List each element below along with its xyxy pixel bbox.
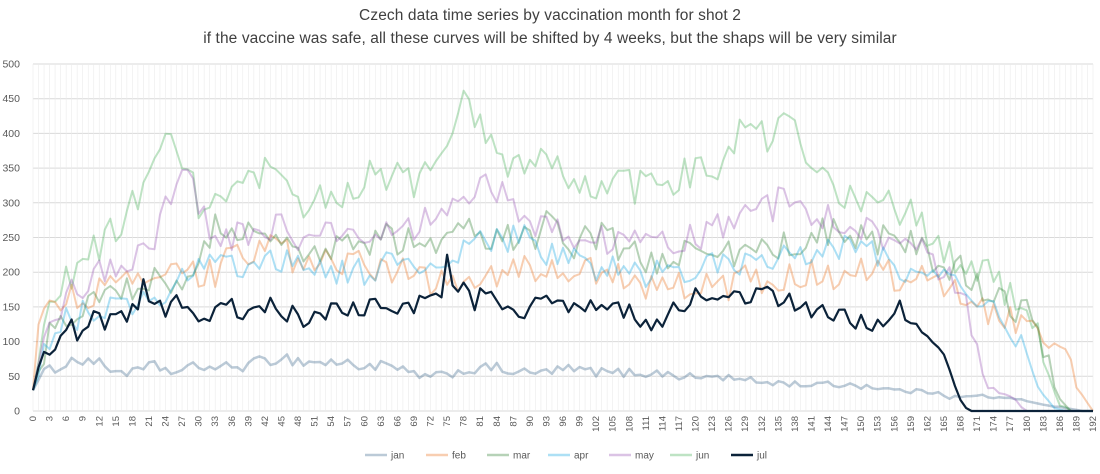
x-tick-label: 153 — [873, 416, 884, 432]
x-tick-label: 114 — [657, 416, 668, 431]
x-tick-label: 102 — [591, 416, 602, 432]
x-tick-label: 54 — [326, 416, 337, 427]
y-tick-label: 200 — [2, 267, 20, 279]
series-line-jan — [31, 353, 1093, 413]
gridlines — [32, 63, 1094, 412]
y-tick-label: 350 — [2, 163, 20, 175]
series-line-apr — [32, 224, 1093, 412]
x-tick-label: 129 — [740, 416, 751, 432]
y-tick-label: 250 — [2, 232, 20, 244]
x-tick-label: 108 — [624, 416, 635, 432]
x-tick-label: 99 — [575, 416, 586, 427]
x-tick-label: 93 — [541, 416, 552, 427]
y-tick-label: 500 — [2, 59, 20, 71]
x-tick-label: 144 — [823, 416, 834, 432]
x-tick-label: 75 — [442, 416, 453, 427]
x-tick-label: 126 — [724, 416, 735, 432]
legend-label-may: may — [635, 451, 654, 462]
x-tick-label: 81 — [475, 416, 486, 427]
x-tick-label: 138 — [790, 416, 801, 432]
x-tick-label: 150 — [856, 416, 867, 432]
x-tick-label: 18 — [127, 416, 138, 427]
x-tick-label: 111 — [641, 416, 652, 430]
legend-label-jan: jan — [390, 451, 404, 462]
x-tick-label: 39 — [243, 416, 254, 427]
x-tick-label: 3 — [45, 416, 56, 421]
x-tick-label: 30 — [194, 416, 205, 427]
y-tick-label: 50 — [8, 371, 20, 383]
x-tick-label: 186 — [1055, 416, 1066, 432]
x-tick-label: 0 — [28, 416, 39, 421]
x-tick-label: 168 — [956, 416, 967, 432]
series-lines — [31, 89, 1094, 413]
x-tick-label: 72 — [426, 416, 437, 427]
x-tick-label: 27 — [177, 416, 188, 427]
x-tick-label: 120 — [691, 416, 702, 432]
x-tick-label: 123 — [707, 416, 718, 432]
legend-label-jun: jun — [695, 451, 709, 462]
y-tick-label: 100 — [2, 336, 20, 348]
x-tick-label: 33 — [210, 416, 221, 427]
x-tick-label: 57 — [343, 416, 354, 427]
y-tick-label: 300 — [2, 197, 20, 209]
y-tick-label: 450 — [2, 93, 20, 105]
x-tick-label: 48 — [293, 416, 304, 427]
x-tick-label: 180 — [1022, 416, 1033, 432]
x-tick-label: 90 — [525, 416, 536, 427]
x-tick-label: 177 — [1005, 416, 1016, 432]
x-tick-label: 183 — [1038, 416, 1049, 432]
series-line-may — [32, 168, 1093, 412]
x-tick-label: 156 — [889, 416, 900, 432]
x-tick-label: 66 — [392, 416, 403, 427]
x-tick-label: 105 — [608, 416, 619, 432]
legend-label-jul: jul — [756, 451, 767, 462]
chart-title: Czech data time series by vaccination mo… — [359, 7, 741, 24]
x-tick-label: 189 — [1071, 416, 1082, 432]
x-tick-label: 12 — [94, 416, 105, 427]
x-tick-label: 69 — [409, 416, 420, 427]
x-tick-label: 45 — [276, 416, 287, 427]
x-tick-label: 141 — [806, 416, 817, 432]
chart-subtitle: if the vaccine was safe, all these curve… — [203, 30, 897, 47]
x-tick-label: 174 — [989, 416, 1000, 432]
x-tick-label: 147 — [840, 416, 851, 432]
x-tick-label: 21 — [144, 416, 155, 427]
x-tick-label: 117 — [674, 416, 685, 431]
x-tick-label: 84 — [492, 416, 503, 427]
x-tick-label: 162 — [922, 416, 933, 432]
y-tick-label: 150 — [2, 301, 20, 313]
x-tick-label: 15 — [111, 416, 122, 427]
x-tick-label: 171 — [972, 416, 983, 432]
x-tick-label: 192 — [1088, 416, 1099, 432]
x-tick-label: 159 — [906, 416, 917, 432]
series-line-feb — [32, 234, 1094, 412]
x-tick-label: 165 — [939, 416, 950, 432]
x-tick-label: 63 — [376, 416, 387, 427]
x-tick-label: 78 — [459, 416, 470, 427]
legend-label-feb: feb — [452, 451, 466, 462]
legend: jan feb mar apr may jun jul — [365, 451, 767, 462]
series-line-jun — [32, 89, 1093, 412]
x-tick-label: 96 — [558, 416, 569, 427]
x-tick-label: 60 — [359, 416, 370, 427]
y-tick-label: 0 — [14, 406, 20, 418]
x-tick-label: 135 — [773, 416, 784, 432]
x-tick-label: 36 — [227, 416, 238, 427]
x-tick-label: 24 — [161, 416, 172, 427]
legend-label-mar: mar — [513, 451, 531, 462]
x-tick-label: 9 — [78, 416, 89, 421]
x-tick-label: 6 — [61, 416, 72, 421]
series-line-mar — [32, 210, 1093, 412]
x-tick-label: 51 — [310, 416, 321, 427]
x-tick-label: 42 — [260, 416, 271, 427]
x-tick-label: 132 — [757, 416, 768, 432]
legend-label-apr: apr — [574, 451, 589, 462]
series-line-jul — [31, 253, 1093, 413]
y-tick-label: 400 — [2, 128, 20, 140]
x-tick-label: 87 — [508, 416, 519, 427]
